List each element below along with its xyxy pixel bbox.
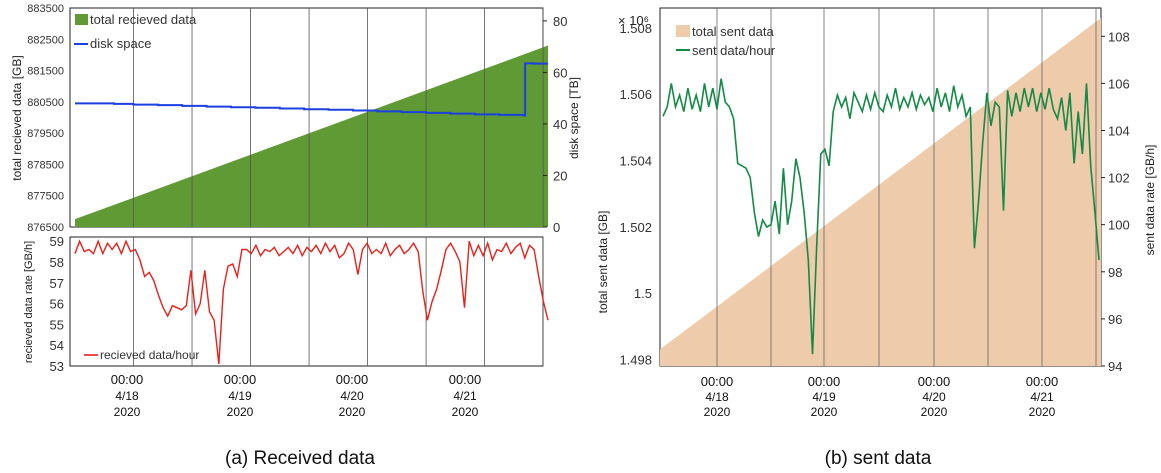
date-time-label: 00:00 [918, 374, 951, 389]
date-year-label: 2020 [811, 405, 838, 419]
sent-rate-tick: 104 [1108, 123, 1130, 138]
sent-rate-tick: 100 [1108, 218, 1130, 233]
sent-rate-tick: 94 [1108, 359, 1122, 374]
received-left-tick-labels: 883500 882500 881500 880500 879500 878500 8775… [27, 3, 64, 234]
sent-left-tick-labels: 1.508 1.506 1.504 1.502 1.5 1.498 [619, 21, 652, 367]
received-left-tick: 880500 [27, 97, 64, 109]
received-left-tick: 879500 [27, 128, 64, 140]
received-left-tick: 882500 [27, 34, 64, 46]
received-rate-tick: 59 [50, 234, 64, 249]
sent-left-tick: 1.506 [619, 87, 652, 102]
sent-rate-tick: 108 [1108, 29, 1130, 44]
received-rate-tick: 54 [50, 338, 64, 353]
date-year-label: 2020 [339, 405, 366, 419]
sent-left-tick: 1.5 [634, 286, 652, 301]
received-rate-tick: 57 [50, 276, 64, 291]
sent-rate-tick: 106 [1108, 76, 1130, 91]
received-y-right-label: disk space [TB] [567, 77, 581, 159]
date-day-label: 4/20 [340, 389, 364, 403]
date-day-label: 4/18 [705, 390, 729, 404]
sent-y-left-label: total sent data [GB] [596, 211, 610, 314]
legend-received-rate-label: recieved data/hour [100, 348, 199, 362]
legend-total-received-swatch [75, 14, 88, 25]
legend-total-received-label: total recieved data [90, 12, 197, 27]
date-day-label: 4/21 [453, 389, 477, 403]
legend-disk-space-label: disk space [90, 36, 151, 51]
received-rate-y-label: recieved data rate [GB/h] [23, 241, 35, 363]
panel-a: 883500 882500 881500 880500 879500 878500 8775… [10, 3, 581, 469]
date-time-label: 00:00 [701, 374, 734, 389]
received-left-tick: 876500 [27, 222, 64, 234]
caption-b: (b) sent data [825, 448, 932, 469]
received-rate-line [74, 239, 549, 364]
date-year-label: 2020 [1029, 405, 1056, 419]
date-time-label: 00:00 [808, 374, 841, 389]
received-rate-tick: 53 [50, 359, 64, 374]
date-year-label: 2020 [452, 405, 479, 419]
sent-left-tick: 1.508 [619, 21, 652, 36]
date-day-label: 4/19 [812, 390, 836, 404]
date-year-label: 2020 [227, 405, 254, 419]
date-year-label: 2020 [921, 405, 948, 419]
disk-space-line [75, 62, 548, 117]
received-y-left-label: total recieved data [GB] [10, 55, 24, 180]
received-rate-plot: 59 58 57 56 55 54 53 recieved data rate [GB/h]… [23, 234, 549, 374]
received-rate-tick: 58 [50, 255, 64, 270]
disk-space-tick: 20 [553, 168, 567, 183]
sent-rate-tick: 98 [1108, 265, 1122, 280]
date-time-label: 00:00 [224, 372, 257, 387]
received-date-labels: 00:00 4/18 2020 00:00 4/19 2020 00:00 4/20 2020 0… [111, 372, 482, 419]
date-year-label: 2020 [114, 405, 141, 419]
date-day-label: 4/19 [228, 389, 252, 403]
legend-total-sent-label: total sent data [692, 24, 774, 39]
sent-y-right-label: sent data rate [GB/h] [1143, 145, 1157, 256]
received-rate-tick: 55 [50, 317, 64, 332]
received-top-plot: 883500 882500 881500 880500 879500 878500 8775… [10, 3, 581, 235]
date-time-label: 00:00 [1026, 374, 1059, 389]
sent-sci-multiplier: × 10⁶ [618, 13, 649, 28]
sent-left-tick: 1.498 [619, 352, 652, 367]
date-year-label: 2020 [704, 405, 731, 419]
disk-space-tick: 0 [553, 220, 560, 235]
sent-rate-tick: 96 [1108, 312, 1122, 327]
received-rate-tick: 56 [50, 297, 64, 312]
caption-a: (a) Received data [225, 448, 375, 469]
received-left-tick: 881500 [27, 66, 64, 78]
disk-space-tick-labels: 80 60 40 20 0 [543, 14, 567, 235]
sent-rate-line [662, 78, 1100, 355]
date-day-label: 4/20 [922, 390, 946, 404]
received-rate-tick-labels: 59 58 57 56 55 54 53 [50, 234, 64, 374]
received-left-tick: 883500 [27, 3, 64, 15]
sent-left-tick: 1.504 [619, 153, 652, 168]
received-left-tick: 877500 [27, 191, 64, 203]
disk-space-tick: 40 [553, 117, 567, 132]
total-received-area [75, 45, 548, 227]
total-sent-area [660, 17, 1101, 366]
date-time-label: 00:00 [336, 372, 369, 387]
disk-space-tick: 80 [553, 14, 567, 29]
received-rate-frame [69, 236, 544, 367]
disk-space-tick: 60 [553, 65, 567, 80]
date-day-label: 4/18 [115, 389, 139, 403]
received-left-tick: 878500 [27, 159, 64, 171]
sent-rate-tick-labels: 108 106 104 102 100 98 96 94 [1101, 29, 1130, 374]
date-time-label: 00:00 [449, 372, 482, 387]
date-day-label: 4/21 [1030, 390, 1054, 404]
sent-left-tick: 1.502 [619, 220, 652, 235]
date-time-label: 00:00 [111, 372, 144, 387]
sent-rate-tick: 102 [1108, 171, 1130, 186]
legend-total-sent-swatch [676, 25, 690, 37]
legend-sent-rate-label: sent data/hour [692, 43, 776, 58]
sent-date-labels: 00:004/18202000:004/19202000:004/2020200… [701, 374, 1059, 419]
